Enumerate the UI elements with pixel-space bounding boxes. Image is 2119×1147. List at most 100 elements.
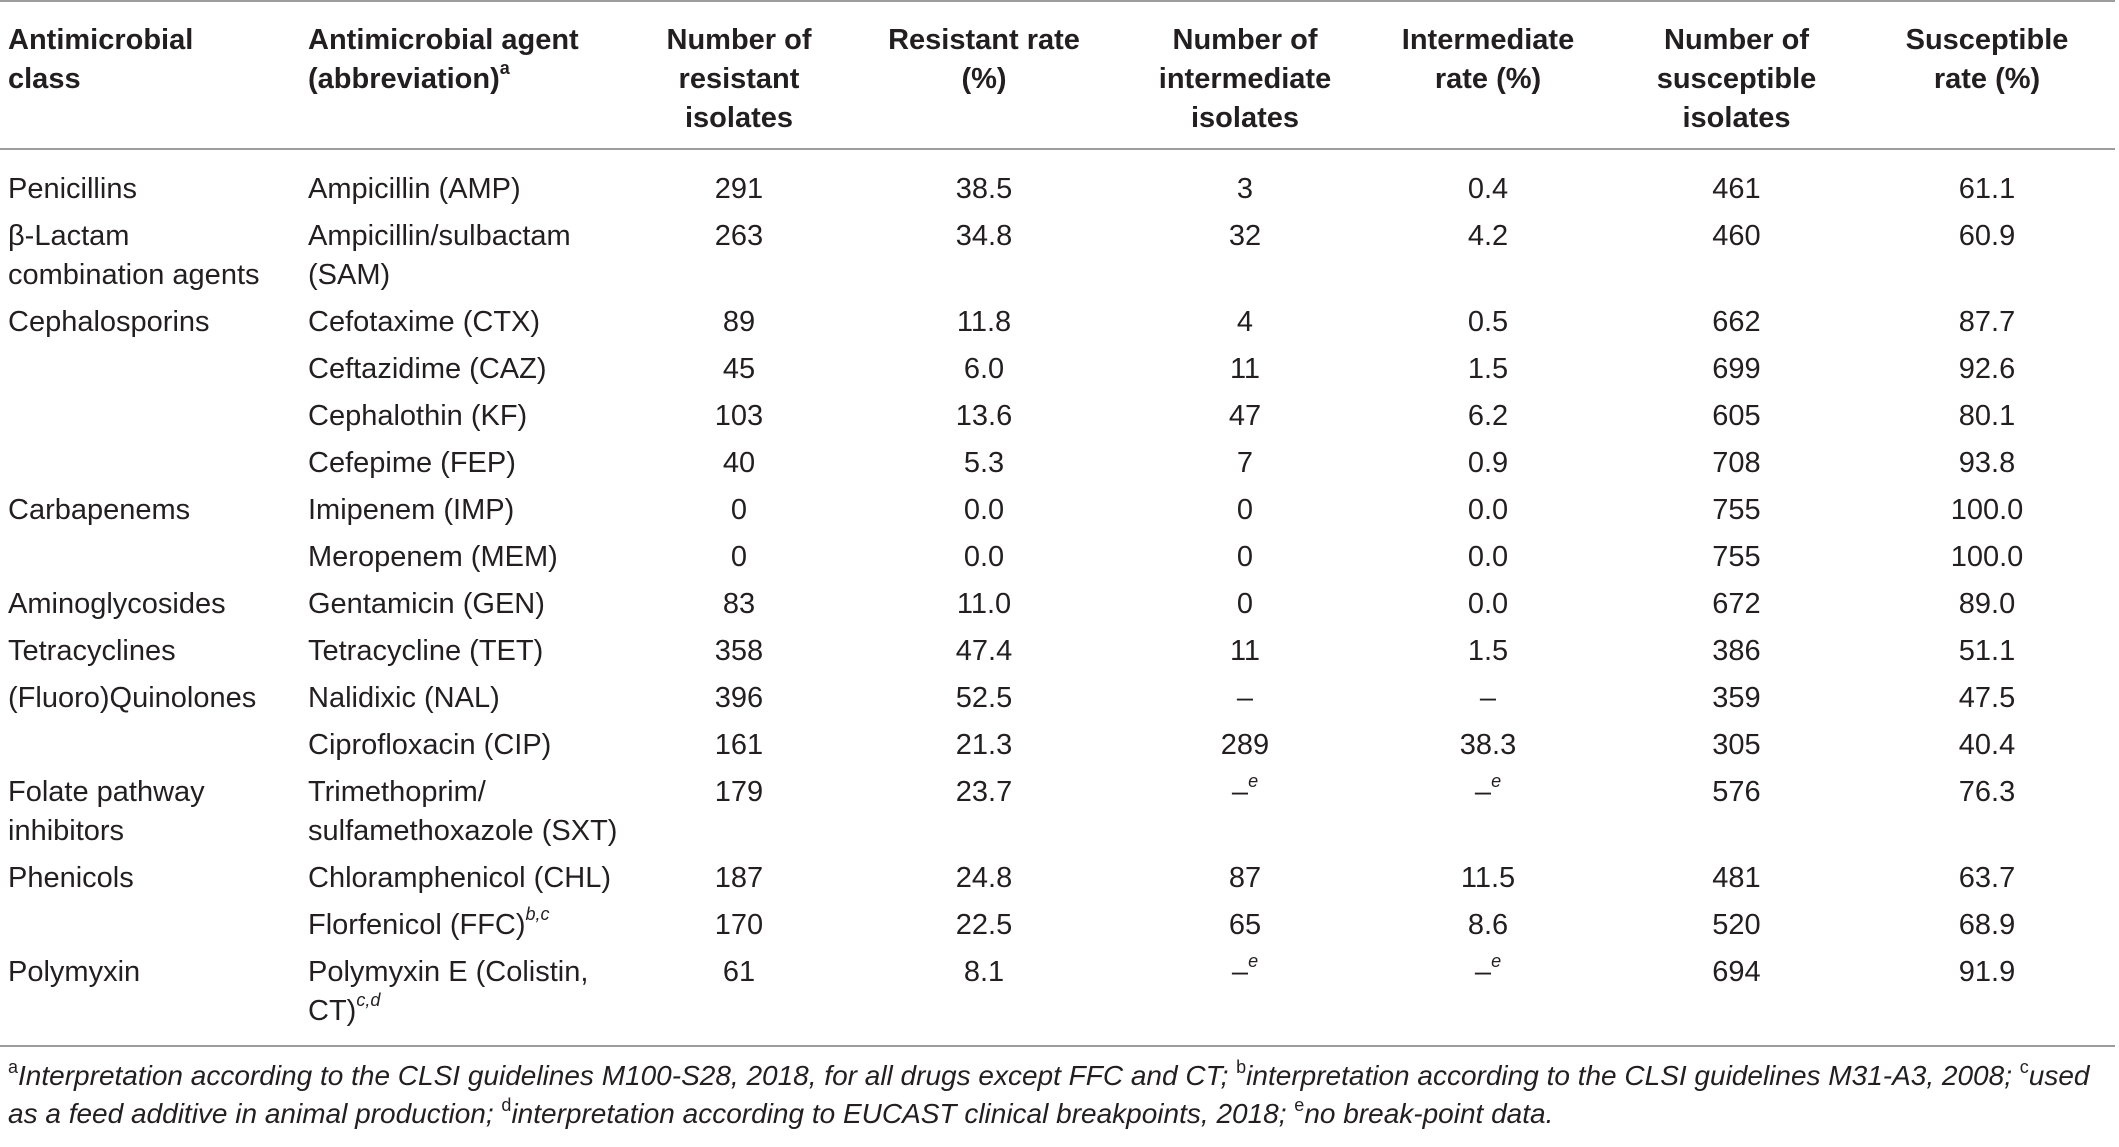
table-row: Cephalothin (KF) 103 13.6 47 6.2 605 80.1 (0, 393, 2115, 440)
cell-number-intermediate: 7 (1236, 447, 1254, 479)
cell-number-resistant: 40 (722, 447, 756, 479)
cell-resistant-rate: 22.5 (955, 909, 1013, 941)
cell-antimicrobial-class (0, 534, 298, 581)
cell-number-resistant: 170 (714, 909, 764, 941)
cell-intermediate-rate: 6.2 (1467, 400, 1509, 432)
cell-number-susceptible: 699 (1712, 353, 1761, 385)
cell-susceptible-rate: 92.6 (1958, 353, 2016, 385)
cell-intermediate-rate: 0.0 (1467, 588, 1509, 620)
cell-number-intermediate: 47 (1228, 400, 1262, 432)
cell-number-susceptible: 386 (1712, 635, 1761, 667)
cell-antimicrobial-class: Folate pathway inhibitors (8, 776, 205, 847)
cell-number-susceptible: 755 (1712, 541, 1761, 573)
cell-number-intermediate: 0 (1236, 588, 1254, 620)
cell-intermediate-rate: 1.5 (1467, 635, 1509, 667)
table-row: Florfenicol (FFC)b,c 170 22.5 65 8.6 520 68.9 (0, 902, 2115, 949)
cell-number-susceptible: 576 (1712, 776, 1761, 808)
cell-number-resistant: 0 (730, 541, 748, 573)
cell-number-resistant: 161 (714, 729, 764, 761)
cell-intermediate-rate: 0.0 (1467, 494, 1509, 526)
header-intermediate-rate: Intermediate rate (%) (1401, 24, 1575, 95)
cell-antimicrobial-class (0, 346, 298, 393)
cell-antimicrobial-agent: Ampicillin (AMP) (308, 173, 521, 205)
footnote-text: interpretation according to the CLSI gui… (1246, 1060, 2020, 1091)
cell-susceptible-rate: 76.3 (1958, 776, 2016, 808)
header-antimicrobial-class: Antimicrobial class (8, 24, 194, 95)
cell-number-susceptible: 460 (1712, 220, 1761, 252)
cell-number-intermediate: 11 (1229, 635, 1261, 667)
footnote-text: Interpretation according to the CLSI gui… (18, 1060, 1237, 1091)
cell-intermediate-rate: 0.0 (1467, 541, 1509, 573)
footnote-marker: e (1294, 1094, 1305, 1115)
cell-antimicrobial-agent: Ceftazidime (CAZ) (308, 353, 547, 385)
cell-resistant-rate: 11.0 (956, 588, 1012, 620)
cell-antimicrobial-agent: Cephalothin (KF) (308, 400, 528, 432)
cell-number-susceptible: 694 (1712, 956, 1761, 988)
cell-susceptible-rate: 61.1 (1958, 173, 2016, 205)
table-row: Tetracyclines Tetracycline (TET) 358 47.4 11… (0, 628, 2115, 675)
cell-susceptible-rate: 63.7 (1958, 862, 2016, 894)
cell-resistant-rate: 6.0 (963, 353, 1005, 385)
cell-resistant-rate: 5.3 (963, 447, 1005, 479)
footnote-marker: b (1236, 1056, 1247, 1077)
cell-antimicrobial-agent: Meropenem (MEM) (308, 541, 558, 573)
footnote-text: used as a feed additive in animal produc… (8, 1060, 2090, 1129)
cell-number-intermediate: 0 (1236, 541, 1254, 573)
cell-antimicrobial-agent: Nalidixic (NAL) (308, 682, 500, 714)
cell-susceptible-rate: 40.4 (1958, 729, 2016, 761)
header-number-intermediate: Number of intermediate isolates (1158, 24, 1332, 134)
cell-antimicrobial-agent: Cefotaxime (CTX) (308, 306, 541, 338)
cell-resistant-rate: 47.4 (955, 635, 1013, 667)
cell-resistant-rate: 13.6 (955, 400, 1013, 432)
cell-intermediate-rate: –e (1474, 771, 1502, 808)
cell-antimicrobial-class (0, 902, 298, 949)
table-body: Penicillins Ampicillin (AMP) 291 38.5 3 0.4 46… (0, 149, 2115, 1046)
cell-number-resistant: 45 (722, 353, 756, 385)
cell-number-intermediate: 4 (1236, 306, 1254, 338)
resistance-table: Antimicrobial class Antimicrobial agent (a… (0, 1, 2115, 1046)
cell-antimicrobial-class: Polymyxin (8, 956, 141, 988)
cell-number-resistant: 179 (714, 776, 764, 808)
cell-number-susceptible: 605 (1712, 400, 1761, 432)
table-row: Cephalosporins Cefotaxime (CTX) 89 11.8 4 0.5… (0, 299, 2115, 346)
cell-number-intermediate: 65 (1228, 909, 1262, 941)
footnote-marker: c (2019, 1056, 2029, 1077)
cell-intermediate-rate: 38.3 (1459, 729, 1517, 761)
cell-intermediate-rate: 0.4 (1467, 173, 1509, 205)
cell-antimicrobial-agent: Tetracycline (TET) (308, 635, 544, 667)
cell-number-susceptible: 520 (1712, 909, 1761, 941)
header-number-resistant: Number of resistant isolates (666, 24, 812, 134)
table-row: (Fluoro)Quinolones Nalidixic (NAL) 396 52.5… (0, 675, 2115, 722)
cell-resistant-rate: 11.8 (956, 306, 1012, 338)
header-number-susceptible: Number of susceptible isolates (1656, 24, 1817, 134)
cell-number-susceptible: 708 (1712, 447, 1761, 479)
cell-intermediate-rate: – (1479, 682, 1497, 714)
header-row: Antimicrobial class Antimicrobial agent (a… (0, 1, 2115, 149)
cell-susceptible-rate: 87.7 (1958, 306, 2016, 338)
footnote-marker: a (8, 1056, 19, 1077)
cell-number-susceptible: 755 (1712, 494, 1761, 526)
cell-resistant-rate: 34.8 (955, 220, 1013, 252)
cell-number-susceptible: 662 (1712, 306, 1761, 338)
cell-number-susceptible: 461 (1712, 173, 1761, 205)
table-row: Aminoglycosides Gentamicin (GEN) 83 11.0 0 0.… (0, 581, 2115, 628)
cell-number-resistant: 0 (730, 494, 748, 526)
cell-susceptible-rate: 47.5 (1958, 682, 2016, 714)
footnote-text: interpretation according to EUCAST clini… (511, 1098, 1295, 1129)
cell-antimicrobial-agent: Imipenem (IMP) (308, 494, 515, 526)
cell-intermediate-rate: 11.5 (1460, 862, 1516, 894)
cell-number-resistant: 89 (722, 306, 756, 338)
cell-susceptible-rate: 60.9 (1958, 220, 2016, 252)
cell-resistant-rate: 38.5 (955, 173, 1013, 205)
cell-intermediate-rate: 8.6 (1467, 909, 1509, 941)
cell-antimicrobial-class: Cephalosporins (8, 306, 210, 338)
cell-antimicrobial-agent: Polymyxin E (Colistin, CT)c,d (308, 956, 589, 1027)
cell-intermediate-rate: 1.5 (1467, 353, 1509, 385)
cell-intermediate-rate: 0.9 (1467, 447, 1509, 479)
table-row: Folate pathway inhibitors Trimethoprim/sul… (0, 769, 2115, 855)
cell-number-susceptible: 359 (1712, 682, 1761, 714)
header-resistant-rate: Resistant rate (%) (888, 24, 1080, 95)
cell-antimicrobial-agent: Gentamicin (GEN) (308, 588, 545, 620)
cell-antimicrobial-class: Aminoglycosides (8, 588, 226, 620)
